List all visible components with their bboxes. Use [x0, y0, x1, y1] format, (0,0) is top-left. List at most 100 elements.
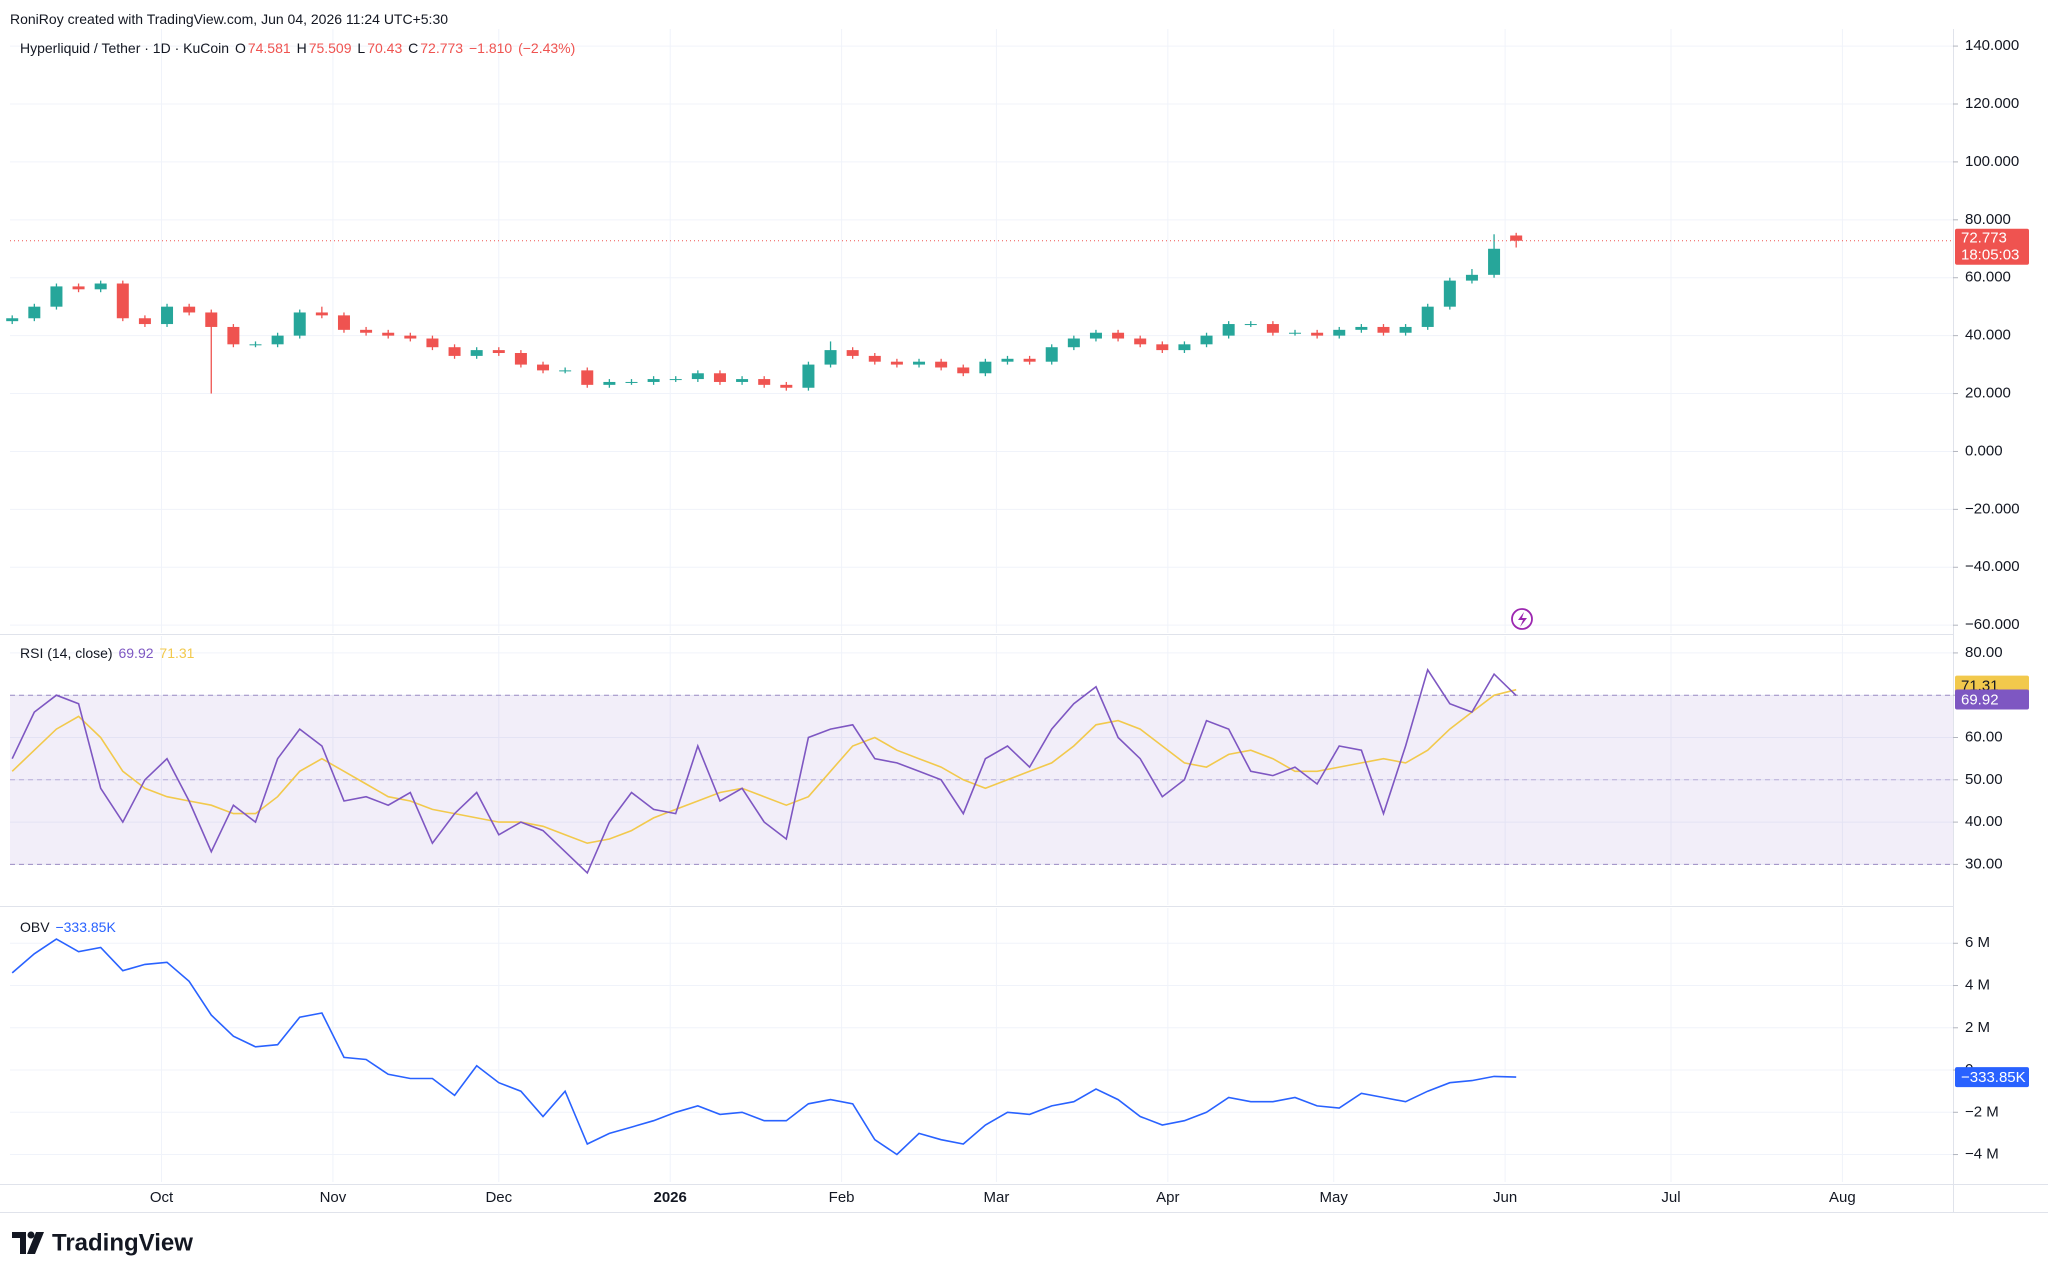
x-tick-label: Oct	[150, 1189, 174, 1206]
x-tick-label: May	[1320, 1189, 1349, 1206]
change-pct: (−2.43%)	[518, 40, 576, 56]
candle-body	[1266, 324, 1279, 333]
rsi-band	[10, 695, 1953, 865]
candle-body	[448, 347, 461, 356]
rsi-ma-value: 71.31	[159, 645, 195, 661]
candle-body	[1023, 358, 1036, 362]
candle-body	[161, 306, 174, 325]
candle-body	[1355, 326, 1368, 330]
y-tick-label: 50.00	[1965, 771, 2003, 788]
x-tick-label: Nov	[320, 1189, 347, 1206]
candle-body	[28, 306, 41, 319]
y-tick-label: 0.000	[1965, 442, 2003, 459]
candle-body	[1178, 344, 1191, 351]
candle-body	[559, 370, 572, 372]
x-tick-label: Feb	[829, 1189, 855, 1206]
candle-body	[426, 338, 439, 348]
ohlc-value: 75.509	[308, 40, 352, 56]
logo-shape	[12, 1232, 26, 1254]
candle-body	[360, 329, 373, 333]
y-tick-label: 20.000	[1965, 385, 2011, 402]
candle-body	[1289, 332, 1302, 334]
candle-body	[868, 355, 881, 362]
candle-body	[227, 326, 240, 345]
x-tick-label: Dec	[485, 1189, 512, 1206]
candle-body	[1156, 344, 1169, 351]
ohlc-value: 74.581	[247, 40, 291, 56]
x-tick-label: Jul	[1661, 1189, 1680, 1206]
candle-body	[1089, 332, 1102, 339]
candle-body	[957, 367, 970, 374]
candle-body	[1244, 324, 1257, 326]
candle-body	[802, 364, 815, 388]
candle-body	[625, 381, 638, 383]
candle-body	[404, 335, 417, 339]
candle-body	[6, 318, 19, 322]
rsi-legend: RSI (14, close) 69.92 71.31	[20, 645, 196, 661]
candle-body	[1134, 338, 1147, 345]
candle-body	[780, 384, 793, 388]
y-tick-label: 6 M	[1965, 934, 1990, 951]
candle-body	[824, 350, 837, 365]
candle-body	[249, 344, 262, 346]
candle-body	[647, 379, 660, 382]
last-value-tag-label: 69.92	[1961, 692, 1999, 709]
candle-body	[337, 315, 350, 330]
candle-body	[1067, 338, 1080, 348]
candle-body	[514, 353, 527, 365]
candle-body	[1001, 358, 1014, 362]
candle-body	[94, 283, 107, 290]
ohlc-letter: C	[408, 40, 419, 56]
y-tick-label: 80.000	[1965, 211, 2011, 228]
candle-body	[537, 364, 550, 371]
candle-body	[935, 361, 948, 368]
candle-body	[979, 361, 992, 374]
candle-body	[138, 318, 151, 325]
candle-body	[913, 361, 926, 365]
y-tick-label: 140.000	[1965, 37, 2019, 54]
x-tick-label: 2026	[654, 1189, 687, 1206]
last-value-tag	[1955, 689, 2029, 710]
candle-body	[293, 312, 306, 336]
candle-body	[758, 379, 771, 385]
candle-body	[50, 286, 63, 307]
candle-body	[492, 350, 505, 354]
ohlc-value: 72.773	[420, 40, 464, 56]
series-line	[11, 667, 1517, 875]
x-tick-label: Jun	[1493, 1189, 1517, 1206]
candle-body	[315, 312, 328, 316]
candle-body	[1045, 347, 1058, 362]
alert-icon[interactable]	[1511, 608, 1533, 630]
candle-body	[1399, 326, 1412, 333]
symbol-title: Hyperliquid / Tether · 1D · KuCoin	[20, 40, 230, 56]
candle-body	[1311, 332, 1324, 336]
footer-logo: TradingView	[52, 1229, 193, 1256]
candle-body	[470, 350, 483, 356]
candle-body	[603, 381, 616, 385]
ohlc-value: 70.43	[367, 40, 403, 56]
candle-body	[1488, 248, 1501, 275]
alert-icon-bolt	[1518, 612, 1527, 627]
y-tick-label: 60.00	[1965, 728, 2003, 745]
obv-title: OBV	[20, 919, 50, 935]
x-tick-label: Apr	[1156, 1189, 1179, 1206]
candle-body	[581, 370, 594, 385]
series-line	[11, 688, 1517, 845]
candle-body	[890, 361, 903, 365]
y-tick-label: 80.00	[1965, 644, 2003, 661]
obv-legend: OBV −333.85K	[20, 919, 118, 935]
ohlc-letter: H	[296, 40, 307, 56]
candle-body	[382, 332, 395, 336]
y-tick-label: 40.00	[1965, 813, 2003, 830]
candle-body	[1377, 326, 1390, 333]
candle-body	[691, 373, 704, 380]
last-price-tag	[1955, 228, 2029, 265]
y-tick-label: −2 M	[1965, 1103, 1999, 1120]
candle-body	[1200, 335, 1213, 345]
logo-shape	[27, 1231, 35, 1239]
change: −1.810	[468, 40, 513, 56]
last-value-tag	[1955, 1067, 2029, 1088]
countdown-label: 18:05:03	[1961, 247, 2019, 264]
series-line	[11, 938, 1517, 1156]
